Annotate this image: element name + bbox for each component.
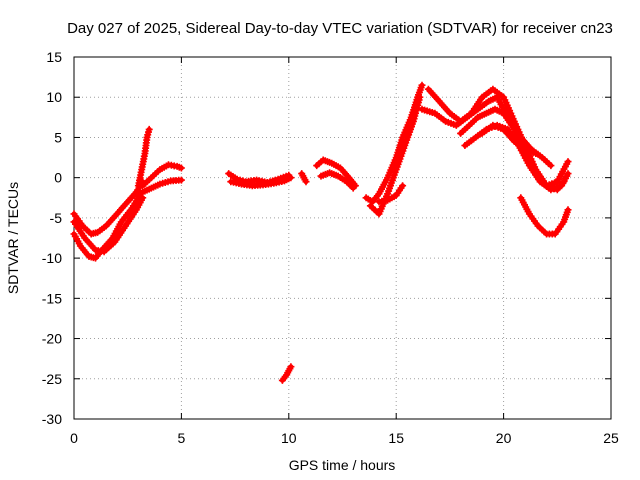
x-axis-label: GPS time / hours [289,457,396,473]
data-point [547,162,555,170]
series-layer [70,81,572,384]
grid-layer [74,57,611,419]
y-tick-label: -30 [42,411,62,427]
data-point [287,363,295,371]
y-tick-label: -25 [42,371,62,387]
series-track-11 [313,156,359,190]
y-tick-label: -10 [42,250,62,266]
data-point [564,170,572,178]
x-tick-label: 10 [281,430,297,446]
data-point [145,125,153,133]
series-track-9 [278,363,295,384]
y-tick-label: -20 [42,331,62,347]
data-point [287,174,295,182]
x-tick-label: 20 [496,430,512,446]
data-point [416,93,424,101]
plot-frame [73,56,612,420]
chart-title: Day 027 of 2025, Sidereal Day-to-day VTE… [67,20,613,37]
series-track-20 [478,121,540,157]
series-track-15 [375,182,407,206]
data-point [177,176,185,184]
series-track-5 [139,161,185,190]
data-point [564,158,572,166]
x-tick-label: 25 [603,430,619,446]
series-track-6 [130,176,185,199]
series-track-12 [317,169,357,192]
y-tick-label: 0 [54,170,62,186]
data-point [532,150,540,157]
data-point [177,164,185,172]
series-track-3 [70,190,145,262]
x-tick-label: 15 [388,430,404,446]
data-point [302,178,310,186]
y-tick-label: 10 [46,89,62,105]
series-track-10 [298,170,310,186]
series-track-7 [225,170,293,186]
tick-layer: 0 5 10 15 20 25 15 10 5 0 -5 -10 -15 -20 -25 -30 [42,49,619,446]
series-track-8 [227,174,295,190]
series-line [425,86,567,193]
y-tick-label: 15 [46,49,62,65]
y-tick-label: -15 [42,290,62,306]
data-point [564,206,572,214]
y-tick-label: 5 [54,129,62,145]
data-point [349,184,357,192]
series-track-21 [517,194,572,238]
data-point [418,81,426,89]
y-axis-label: SDTVAR / TECUs [5,182,21,294]
series-track-17 [424,85,568,194]
series-track-4 [134,125,153,190]
data-point [399,182,407,190]
y-tick-label: -5 [50,210,63,226]
x-tick-label: 0 [70,430,78,446]
x-tick-label: 5 [178,430,186,446]
